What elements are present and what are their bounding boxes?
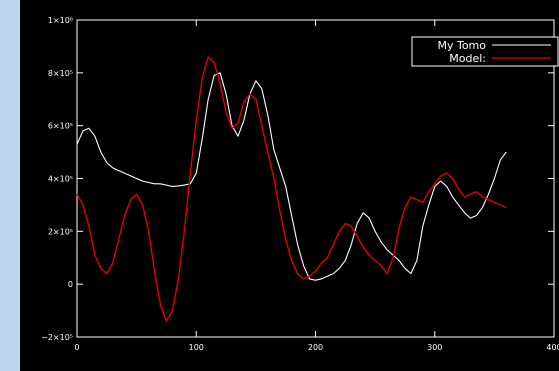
- y-tick-label: 2×10⁵: [48, 227, 73, 236]
- y-tick-label: −2×10⁵: [41, 333, 73, 342]
- series-line-model: [76, 56, 507, 322]
- x-tick-label: 300: [427, 343, 442, 352]
- x-tick-label: 200: [308, 343, 323, 352]
- line-chart: 0100200300400−2×10⁵02×10⁵4×10⁵6×10⁵8×10⁵…: [41, 16, 559, 352]
- legend: My Tomo Model:: [411, 36, 559, 67]
- plot-frame: [76, 19, 555, 338]
- plot-window: 0100200300400−2×10⁵02×10⁵4×10⁵6×10⁵8×10⁵…: [20, 0, 559, 371]
- axis-tick-labels: 0100200300400−2×10⁵02×10⁵4×10⁵6×10⁵8×10⁵…: [41, 16, 559, 352]
- x-tick-label: 0: [74, 343, 79, 352]
- legend-label-model: Model:: [449, 52, 486, 65]
- y-tick-label: 4×10⁵: [48, 175, 73, 184]
- legend-box: [411, 36, 559, 67]
- series-line-my-tomo: [76, 72, 507, 281]
- axis-ticks: [76, 19, 555, 338]
- y-tick-label: 6×10⁵: [48, 122, 73, 131]
- series-lines: [76, 56, 507, 322]
- y-tick-label: 8×10⁵: [48, 69, 73, 78]
- y-tick-label: 1×10⁶: [48, 16, 73, 25]
- y-tick-label: 0: [68, 280, 73, 289]
- legend-label-my-tomo: My Tomo: [437, 39, 486, 52]
- x-tick-label: 100: [189, 343, 204, 352]
- x-tick-label: 400: [546, 343, 559, 352]
